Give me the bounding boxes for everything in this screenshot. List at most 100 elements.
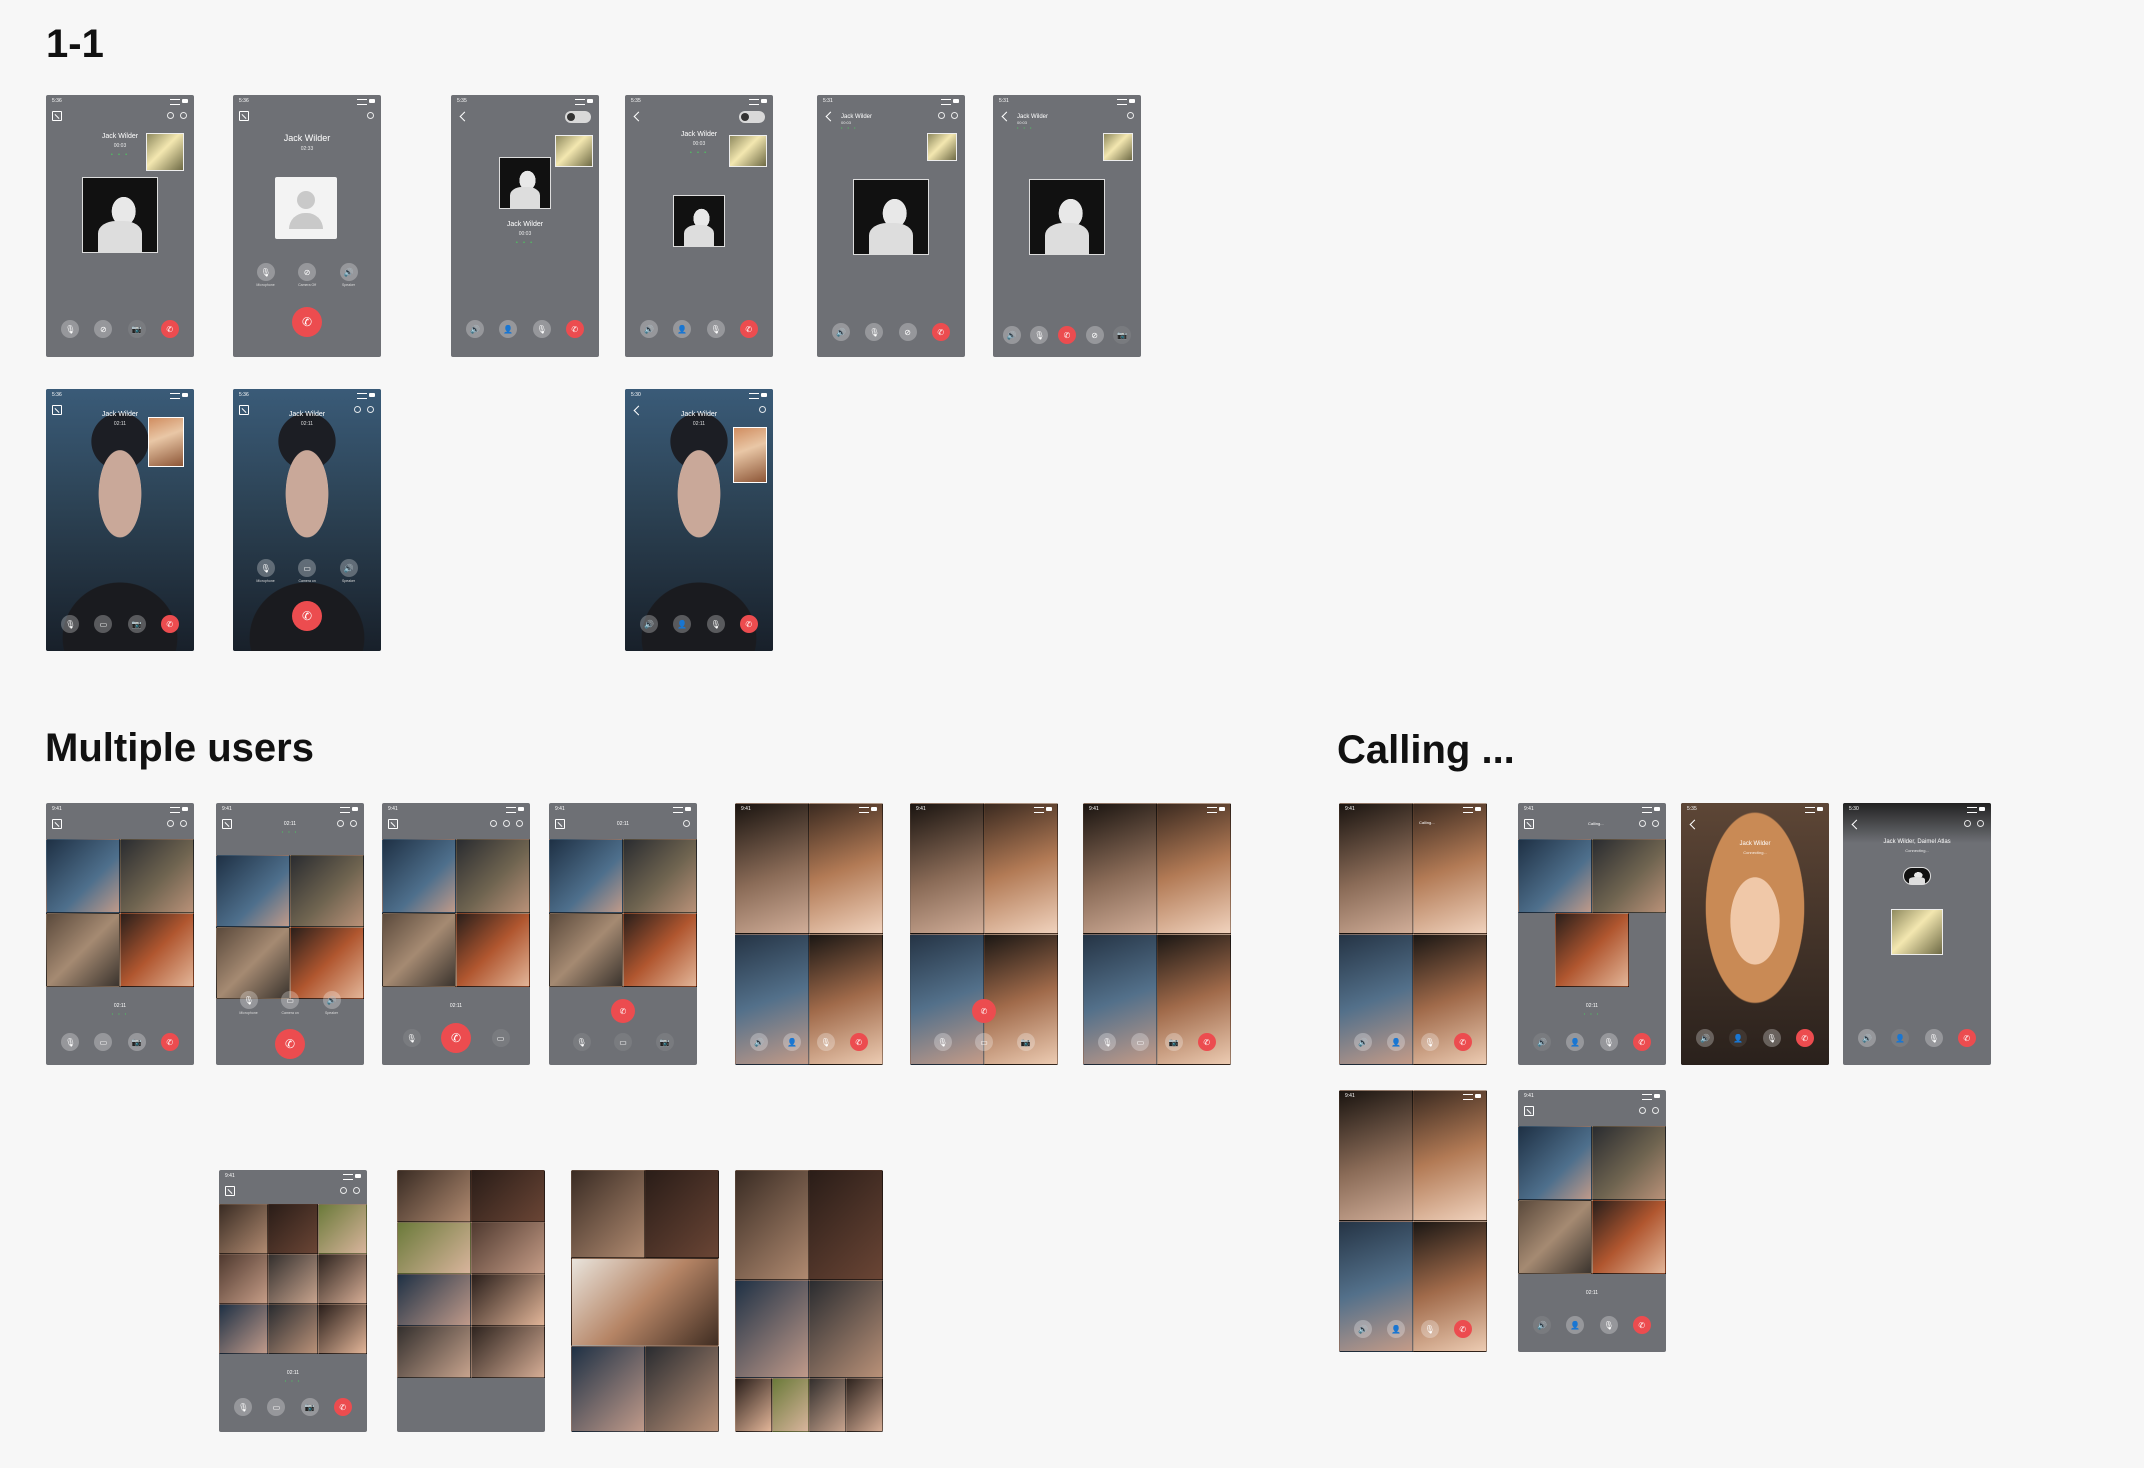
- end-call-button[interactable]: ✆: [160, 1033, 179, 1051]
- participant-tile[interactable]: [46, 913, 120, 987]
- speaker-button[interactable]: 🔊: [339, 559, 358, 577]
- speaker-button[interactable]: 🔊: [1354, 1320, 1373, 1338]
- mic-button[interactable]: 🎙: [61, 320, 80, 338]
- speaker-button[interactable]: 🔊: [1002, 326, 1021, 344]
- video-button[interactable]: ▭: [975, 1033, 993, 1051]
- self-preview-thumbnail[interactable]: [146, 133, 184, 171]
- minimize-icon[interactable]: [239, 405, 249, 415]
- participant-tile[interactable]: [318, 1254, 367, 1304]
- mic-button[interactable]: 🎙: [256, 263, 275, 281]
- camera-button[interactable]: 📷: [127, 320, 146, 338]
- mic-button[interactable]: 🎙: [1420, 1320, 1439, 1338]
- camera-on-button[interactable]: ▭: [281, 991, 300, 1009]
- camera-button[interactable]: 📷: [1016, 1033, 1035, 1051]
- end-call-button[interactable]: ✆: [1632, 1316, 1651, 1334]
- end-call-button[interactable]: ✆: [931, 323, 950, 341]
- participant-tile[interactable]: [571, 1346, 645, 1432]
- minimize-icon[interactable]: [555, 819, 565, 829]
- end-call-button[interactable]: ✆: [849, 1033, 868, 1051]
- participant-tile[interactable]: [1157, 803, 1231, 934]
- participant-tile[interactable]: [735, 934, 809, 1065]
- participant-tile[interactable]: [219, 1304, 268, 1354]
- participant-tile-featured[interactable]: [571, 1258, 719, 1346]
- back-icon[interactable]: [633, 111, 644, 122]
- participant-tile[interactable]: [1555, 913, 1629, 987]
- mic-button[interactable]: 🎙: [1030, 326, 1049, 344]
- end-call-button[interactable]: ✆: [160, 320, 179, 338]
- end-call-button[interactable]: ✆: [1632, 1033, 1651, 1051]
- participant-tile[interactable]: [120, 839, 194, 913]
- mic-button[interactable]: 🎙: [1924, 1029, 1943, 1047]
- mic-button[interactable]: 🎙: [61, 615, 80, 633]
- participant-tile[interactable]: [910, 803, 984, 934]
- participant-tile[interactable]: [1339, 1221, 1413, 1352]
- speaker-button[interactable]: 🔊: [640, 320, 659, 338]
- end-call-button[interactable]: ✆: [1057, 326, 1076, 344]
- participant-tile[interactable]: [910, 934, 984, 1065]
- participant-tile[interactable]: [1413, 803, 1487, 934]
- speaker-button[interactable]: 🔊: [1696, 1029, 1715, 1047]
- back-icon[interactable]: [1001, 111, 1012, 122]
- speaker-button[interactable]: 🔊: [1533, 1316, 1552, 1334]
- end-call-button[interactable]: ✆: [292, 307, 322, 337]
- end-call-button[interactable]: ✆: [1453, 1033, 1472, 1051]
- add-user-icon[interactable]: [353, 1187, 360, 1194]
- mic-button[interactable]: 🎙: [239, 991, 258, 1009]
- self-preview-thumbnail[interactable]: [729, 135, 767, 167]
- minimize-icon[interactable]: [52, 111, 62, 121]
- participant-tile[interactable]: [219, 1254, 268, 1304]
- self-preview-thumbnail[interactable]: [1891, 909, 1943, 955]
- mic-button[interactable]: 🎙: [816, 1033, 835, 1051]
- speaker-button[interactable]: 🔊: [640, 615, 659, 633]
- participant-tile[interactable]: [1413, 934, 1487, 1065]
- speaker-icon[interactable]: [340, 1187, 347, 1194]
- participant-tile[interactable]: [216, 855, 290, 927]
- add-user-icon[interactable]: [180, 820, 187, 827]
- camera-off-button[interactable]: ⊘: [1085, 326, 1104, 344]
- camera-on-button[interactable]: ▭: [298, 559, 317, 577]
- participant-tile[interactable]: [735, 1378, 772, 1432]
- participant-tile[interactable]: [772, 1378, 809, 1432]
- participant-tile[interactable]: [397, 1222, 471, 1274]
- participant-tile[interactable]: [268, 1304, 318, 1354]
- participant-tile[interactable]: [549, 913, 623, 987]
- participant-tile[interactable]: [1592, 1126, 1666, 1200]
- end-call-button[interactable]: ✆: [1453, 1320, 1472, 1338]
- participant-tile[interactable]: [735, 803, 809, 934]
- participant-tile[interactable]: [46, 839, 120, 913]
- add-user-button[interactable]: 👤: [673, 320, 692, 338]
- participant-tile[interactable]: [645, 1346, 719, 1432]
- camera-switch-icon[interactable]: [503, 820, 510, 827]
- participant-tile[interactable]: [382, 839, 456, 913]
- speaker-button[interactable]: 🔊: [1858, 1029, 1877, 1047]
- self-video-pip[interactable]: [733, 427, 767, 483]
- end-call-button[interactable]: ✆: [972, 999, 996, 1023]
- mic-button[interactable]: 🎙: [256, 559, 275, 577]
- participant-tile[interactable]: [984, 803, 1058, 934]
- participant-tile[interactable]: [471, 1222, 545, 1274]
- add-user-button[interactable]: 👤: [1891, 1029, 1910, 1047]
- video-button[interactable]: ▭: [614, 1033, 632, 1051]
- add-user-button[interactable]: 👤: [1387, 1320, 1406, 1338]
- participant-tile[interactable]: [318, 1204, 367, 1254]
- minimize-icon[interactable]: [239, 111, 249, 121]
- speaker-button[interactable]: 🔊: [322, 991, 341, 1009]
- participant-tile[interactable]: [809, 934, 883, 1065]
- participant-tile[interactable]: [219, 1204, 268, 1254]
- mic-button[interactable]: 🎙: [61, 1033, 80, 1051]
- mic-button[interactable]: 🎙: [706, 615, 725, 633]
- add-user-button[interactable]: 👤: [1729, 1029, 1748, 1047]
- participant-tile[interactable]: [397, 1274, 471, 1326]
- participant-tile[interactable]: [290, 927, 364, 999]
- self-preview-thumbnail[interactable]: [1103, 133, 1133, 161]
- speaker-icon[interactable]: [490, 820, 497, 827]
- end-call-button[interactable]: ✆: [1957, 1029, 1976, 1047]
- speaker-icon[interactable]: [167, 820, 174, 827]
- participant-tile[interactable]: [984, 934, 1058, 1065]
- video-button[interactable]: ▭: [491, 1029, 510, 1047]
- speaker-button[interactable]: 🔊: [1354, 1033, 1373, 1051]
- mic-button[interactable]: 🎙: [1762, 1029, 1781, 1047]
- minimize-icon[interactable]: [1524, 1106, 1534, 1116]
- participant-tile[interactable]: [1518, 1126, 1592, 1200]
- video-button[interactable]: ▭: [94, 615, 113, 633]
